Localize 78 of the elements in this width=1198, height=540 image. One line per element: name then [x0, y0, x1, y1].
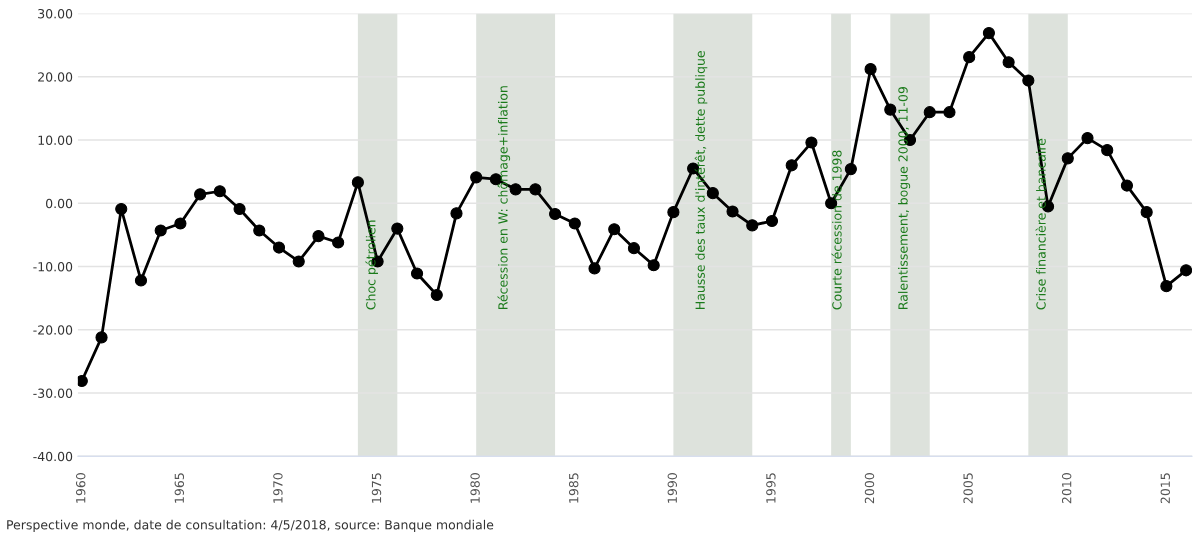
point [332, 236, 345, 249]
point [77, 374, 88, 388]
point [726, 205, 739, 218]
x-tick-label: 2010 [1061, 473, 1072, 504]
y-tick-label: -10.00 [33, 262, 73, 272]
point [1101, 144, 1114, 157]
point [1160, 280, 1173, 293]
point [568, 217, 581, 230]
point [588, 262, 601, 275]
point [1120, 179, 1134, 192]
band-label: Récession en W: chômage+inflation [497, 86, 511, 309]
x-tick-label: 2015 [1160, 473, 1170, 504]
point [351, 176, 364, 189]
point [805, 136, 818, 149]
point [864, 63, 877, 76]
point [785, 159, 798, 172]
point [549, 207, 562, 221]
point [450, 207, 463, 220]
y-tick-label: 0.00 [46, 198, 73, 209]
point [1022, 74, 1035, 87]
band-label: Crise financière et bancaire [1035, 138, 1046, 310]
point [213, 185, 226, 198]
point [943, 106, 956, 119]
point [1140, 206, 1153, 219]
point [746, 219, 759, 232]
x-tick-label: 2000 [864, 473, 875, 504]
point [844, 163, 857, 176]
point [647, 259, 660, 272]
point [154, 224, 167, 237]
y-tick-label: 30.00 [38, 8, 73, 19]
point [923, 106, 936, 119]
point [470, 171, 483, 184]
point [982, 27, 995, 40]
y-tick-label: -20.00 [33, 325, 73, 335]
point [529, 183, 542, 196]
point [1002, 56, 1015, 69]
point [134, 274, 148, 287]
point [233, 202, 246, 216]
point [272, 241, 286, 254]
point [95, 331, 108, 344]
band-label: Ralentissement, bogue 2000, 11-09 [898, 87, 911, 309]
point [430, 288, 443, 302]
x-tick-label: 1995 [766, 473, 776, 503]
band-label: Hausse des taux d'intérêt, dette publique [694, 51, 708, 309]
point [608, 223, 621, 236]
point [667, 206, 680, 219]
point [1180, 264, 1193, 277]
point [884, 103, 897, 116]
y-tick-label: 10.00 [38, 135, 73, 145]
point [509, 183, 522, 196]
y-tick-label: -30.00 [33, 388, 73, 398]
x-tick-label: 1960 [75, 473, 86, 503]
band-label: Courte récession de 1998 [831, 150, 842, 310]
point [194, 188, 207, 201]
y-tick-label: -40.00 [33, 451, 73, 462]
point [963, 51, 976, 64]
x-tick-label: 1985 [568, 473, 579, 503]
y-tick-label: 20.00 [38, 72, 73, 82]
point [1081, 132, 1094, 145]
point [174, 217, 187, 230]
point [115, 202, 128, 216]
point [627, 242, 641, 255]
text: Perspective monde, date de consultation: 4/5/2018, source: Banque mondiale [7, 519, 494, 532]
x-tick-label: 1990 [667, 473, 678, 503]
x-tick-label: 1980 [470, 473, 480, 503]
point [312, 230, 325, 243]
point [1061, 152, 1074, 165]
point [410, 267, 424, 280]
point [391, 222, 404, 235]
point [706, 187, 719, 200]
point [253, 224, 266, 237]
x-tick-label: 1970 [273, 473, 283, 503]
band-label: Choc pétrolien [365, 220, 378, 310]
x-tick-label: 2005 [963, 473, 973, 504]
x-tick-label: 1965 [174, 473, 185, 503]
point [765, 214, 779, 228]
x-tick-label: 1975 [371, 473, 382, 503]
point [292, 255, 305, 268]
